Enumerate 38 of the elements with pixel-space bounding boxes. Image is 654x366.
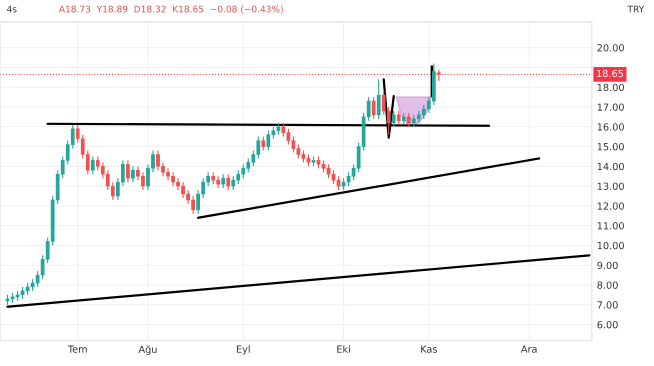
candlestick xyxy=(226,174,230,191)
y-tick-label: 17.00 xyxy=(598,103,624,111)
candlestick xyxy=(90,156,95,175)
candlestick xyxy=(131,166,135,183)
text: A18.73 Y18.89 D18.32 K18.65 −0.08 (−0.43%) xyxy=(58,6,283,14)
y-tick-label: 13.00 xyxy=(598,182,624,190)
text: TRY xyxy=(627,6,644,12)
candlestick xyxy=(376,78,381,120)
y-tick-label: 16.00 xyxy=(598,123,624,131)
x-tick-label: Ağu xyxy=(138,345,157,355)
y-tick-label: 7.00 xyxy=(598,301,618,309)
candlestick xyxy=(437,69,441,82)
y-tick-label: 10.00 xyxy=(598,242,624,250)
y-tick-label: 9.00 xyxy=(597,262,618,270)
candlestick xyxy=(402,112,406,126)
candlestick xyxy=(126,160,130,183)
y-tick-label: 20.00 xyxy=(597,44,624,52)
y-tick-label: 12.00 xyxy=(598,202,624,210)
x-tick-label: Eki xyxy=(337,345,350,353)
x-tick-label: Eyl xyxy=(236,345,250,355)
candlestick xyxy=(396,110,401,126)
x-tick-label: Tem xyxy=(68,346,87,353)
y-tick-label: 6.00 xyxy=(597,321,618,328)
y-tick-label: 15.00 xyxy=(598,143,624,150)
candlestick xyxy=(406,112,411,128)
ref-line-label: 18.65 xyxy=(597,70,624,78)
y-tick-label: 8.00 xyxy=(597,281,618,289)
x-tick-label: Kas xyxy=(421,346,437,353)
candlestick xyxy=(261,136,266,152)
y-tick-label: 11.00 xyxy=(598,222,624,230)
candlestick xyxy=(392,110,396,128)
candlestick xyxy=(372,96,376,120)
candlestick xyxy=(312,156,316,167)
text: 4s xyxy=(6,6,17,12)
y-tick-label: 18.00 xyxy=(598,84,624,92)
x-tick-label: Ara xyxy=(520,346,537,353)
y-tick-label: 14.00 xyxy=(598,162,624,170)
candlestick xyxy=(221,174,226,189)
